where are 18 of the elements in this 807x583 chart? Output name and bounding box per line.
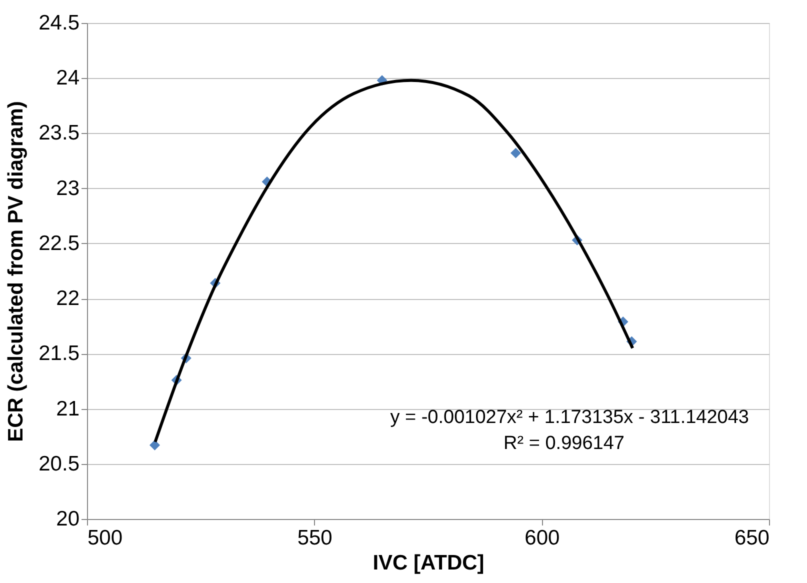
x-tick-label: 650 — [734, 526, 770, 550]
x-tick-label: 550 — [297, 526, 332, 550]
y-tick-label: 20.5 — [38, 452, 80, 476]
y-tick-label: 22.5 — [38, 232, 80, 255]
y-tick-label: 22 — [56, 287, 80, 310]
x-tick-label: 600 — [524, 526, 560, 550]
y-tick-label: 24.5 — [38, 12, 80, 34]
y-tick-label: 23.5 — [38, 122, 80, 145]
x-tick-label: 500 — [88, 526, 123, 550]
y-axis-title: ECR (calculated from PV diagram) — [4, 101, 28, 442]
y-tick-label: 20 — [56, 508, 80, 530]
y-tick-label: 23 — [56, 176, 80, 200]
annotation: y = -0.001027x² + 1.173135x - 311.142043 — [390, 407, 749, 428]
y-tick-label: 24 — [56, 66, 80, 90]
annotation: R² = 0.996147 — [504, 433, 624, 454]
y-tick-label: 21 — [56, 397, 80, 420]
x-axis-title: IVC [ATDC] — [372, 552, 484, 574]
y-tick-label: 21.5 — [38, 342, 80, 366]
